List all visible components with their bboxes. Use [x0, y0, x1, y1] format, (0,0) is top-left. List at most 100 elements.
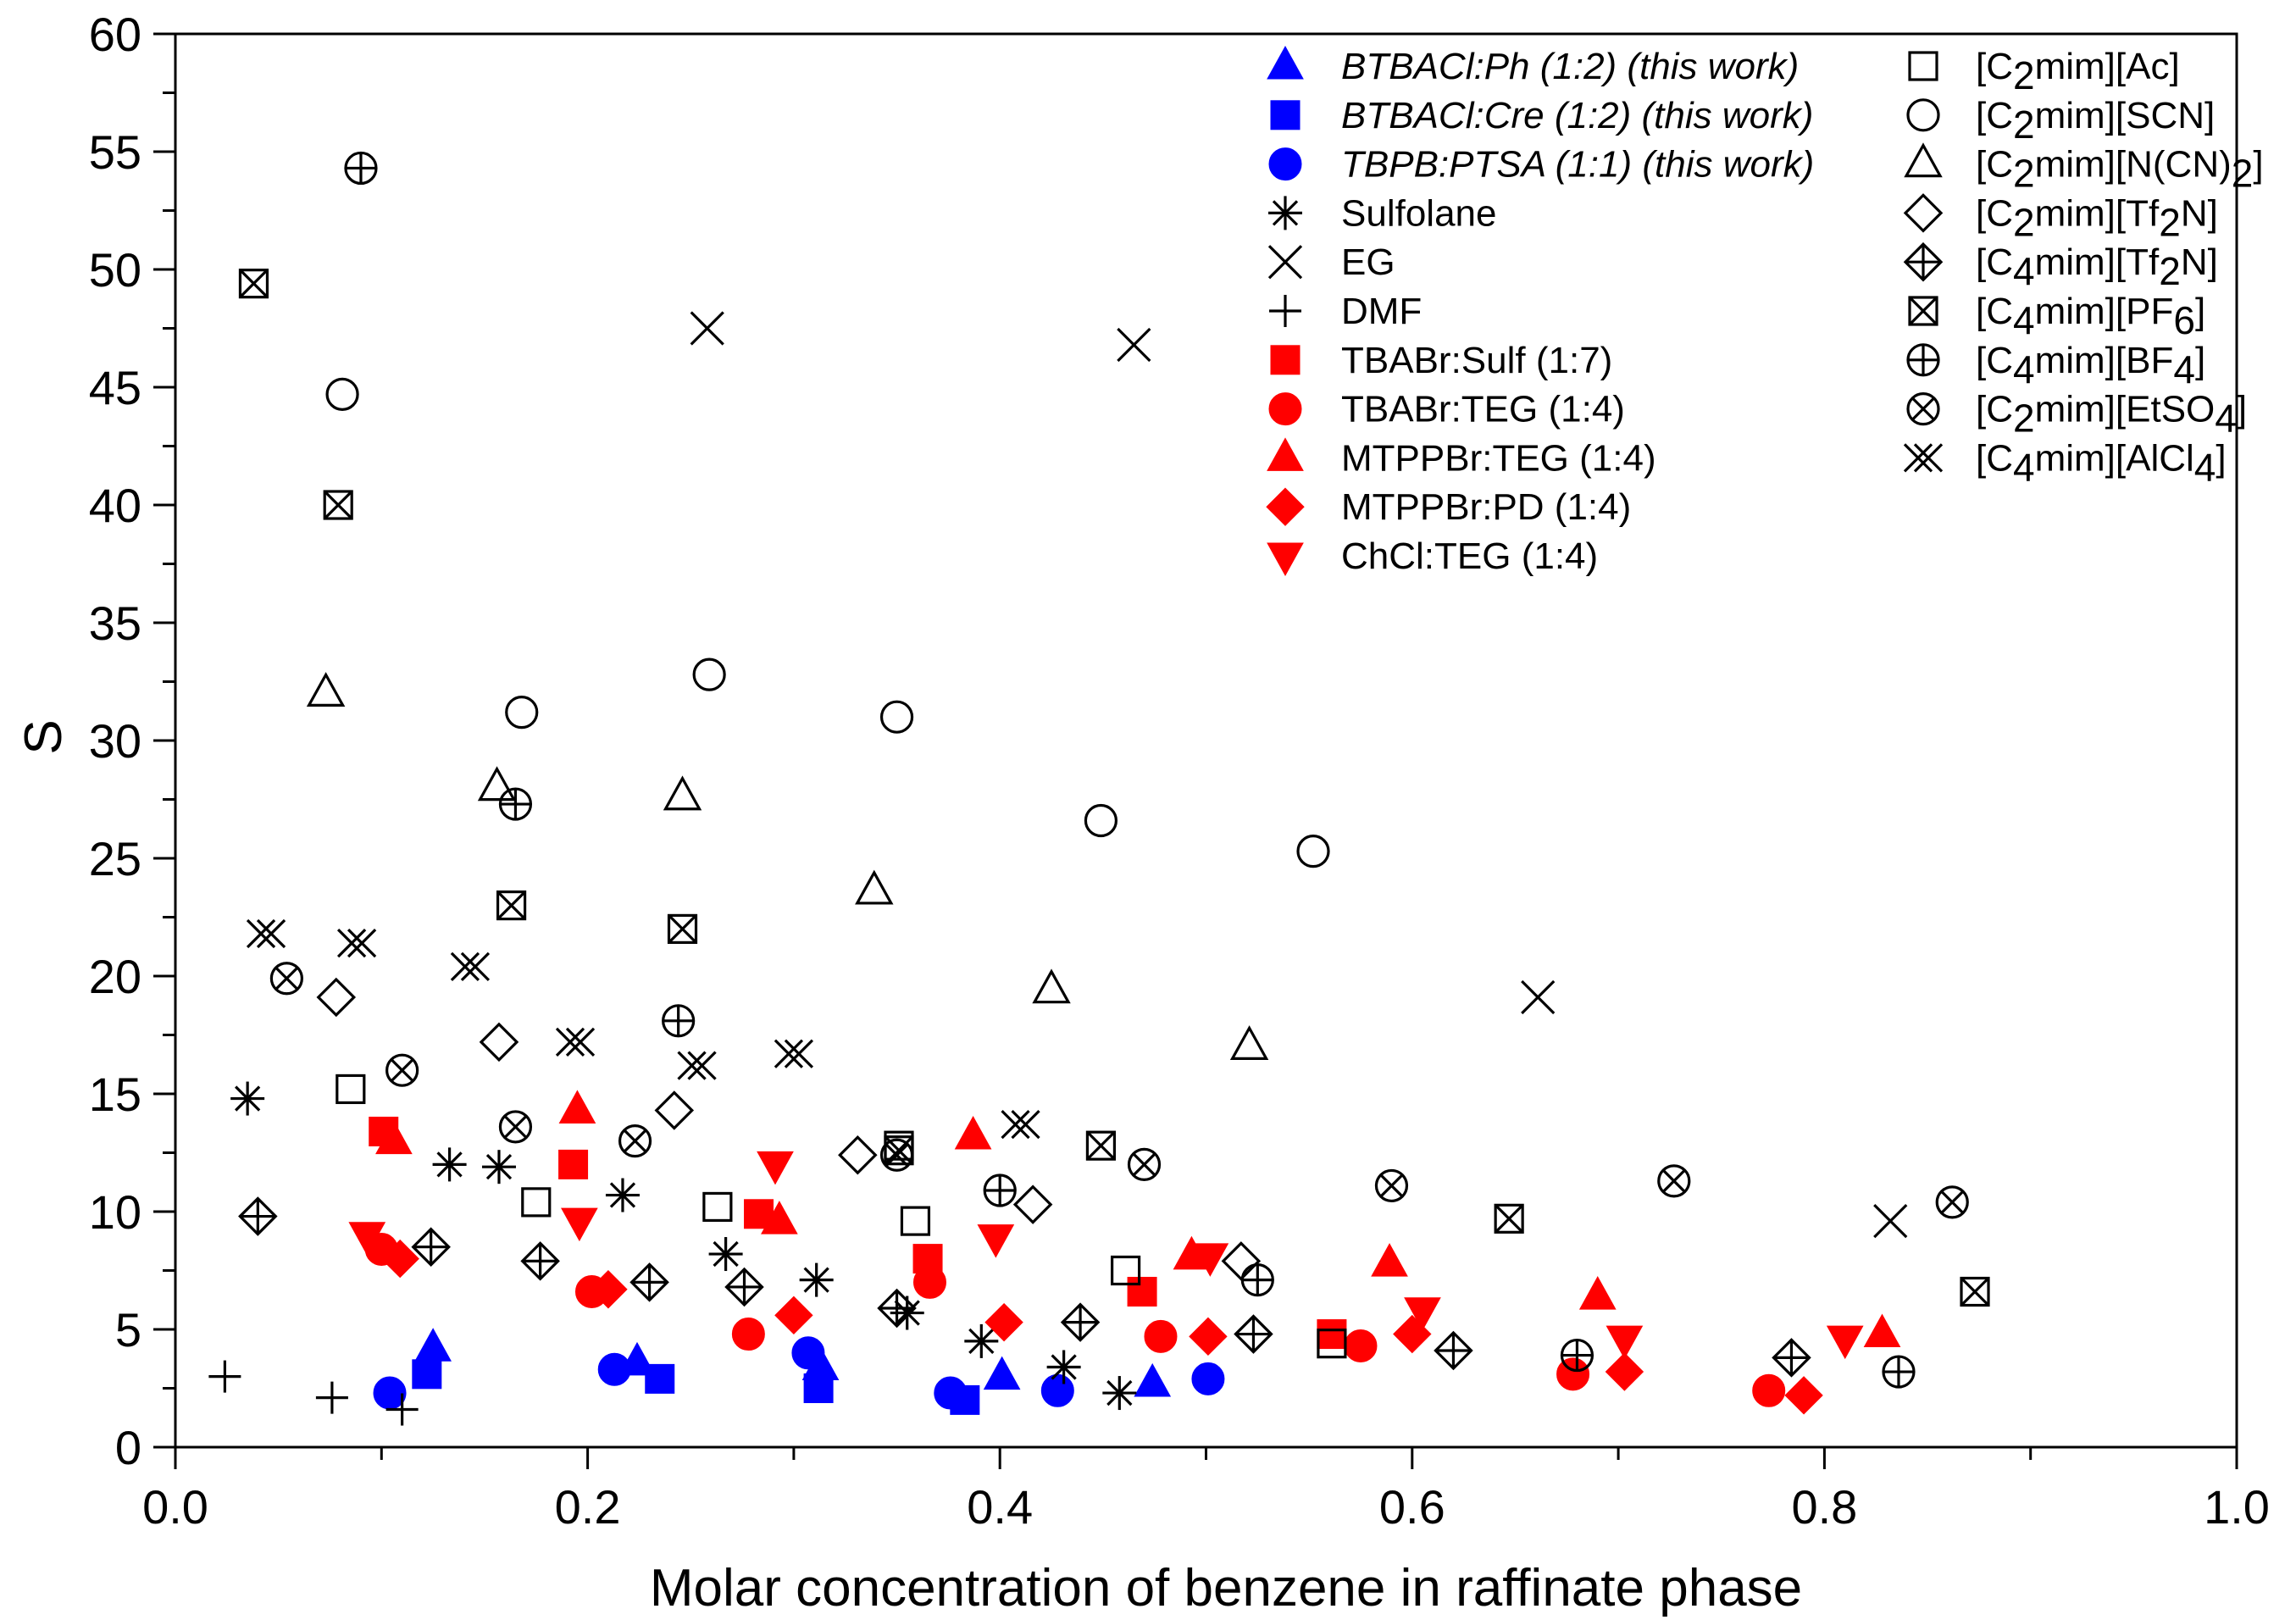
series-10 [348, 1151, 1864, 1360]
data-point [1882, 1355, 1916, 1389]
data-point [954, 1116, 992, 1150]
y-tick-label: 45 [89, 361, 141, 414]
data-point [1046, 1350, 1081, 1384]
data-point [761, 1201, 798, 1234]
data-point [1560, 1338, 1594, 1373]
data-point [977, 1224, 1015, 1258]
data-point [645, 1363, 675, 1394]
data-point [479, 1022, 519, 1062]
data-point [1935, 1185, 1969, 1219]
series-5 [208, 1360, 419, 1426]
y-tick-label: 30 [89, 714, 141, 768]
legend-item: [C2mim][N(CN)2] [1904, 142, 2264, 196]
data-point [1826, 1325, 1864, 1360]
legend-label: [C2mim][SCN] [1976, 95, 2215, 147]
legend-item: [C4mim][BF4] [1906, 340, 2205, 391]
legend-marker [1904, 142, 1943, 178]
legend-marker [1267, 45, 1304, 80]
data-point [344, 151, 378, 186]
legend-label: TBABr:Sulf (1:7) [1341, 340, 1612, 381]
data-point [1234, 1314, 1273, 1354]
data-point [411, 1227, 451, 1267]
legend-marker [1268, 392, 1302, 426]
data-point [1556, 1357, 1590, 1391]
data-point [238, 269, 269, 299]
data-point [1229, 1025, 1269, 1061]
y-tick-label: 35 [89, 596, 141, 650]
data-point [269, 962, 303, 996]
legend-item: TBABr:Sulf (1:7) [1270, 340, 1612, 381]
data-point [1296, 835, 1330, 868]
series-1 [412, 1359, 980, 1415]
axes: 0.0 0.2 0.4 0.6 0.8 1.0 0 5 10 15 20 25 30 35 40 45 50 55… [89, 8, 2270, 1534]
data-point [983, 1173, 1017, 1207]
data-point [1012, 1184, 1053, 1224]
data-point [1060, 1302, 1101, 1342]
legend-marker [1266, 487, 1305, 526]
x-tick-label: 0.8 [1791, 1480, 1857, 1534]
data-point [432, 1147, 467, 1182]
legend-marker [1267, 245, 1303, 280]
data-point [1494, 1203, 1524, 1234]
legend-marker [1906, 392, 1940, 426]
legend-label: MTPPBr:PD (1:4) [1341, 486, 1631, 528]
data-point [1221, 1241, 1262, 1281]
legend-marker [1270, 100, 1301, 130]
legend-label: [C4mim][BF4] [1976, 340, 2205, 391]
data-point [1772, 1338, 1811, 1378]
data-point [983, 1356, 1021, 1390]
series-12 [325, 377, 1330, 868]
data-point [855, 869, 894, 905]
series-11 [336, 1074, 1347, 1359]
legend-item: [C4mim][AlCl4] [1903, 437, 2227, 489]
data-point [1084, 803, 1118, 838]
legend-item: MTPPBr:PD (1:4) [1266, 486, 1631, 528]
y-tick-label: 20 [89, 950, 141, 1003]
data-point [412, 1359, 442, 1390]
series-16 [238, 269, 1990, 1307]
data-point [558, 1090, 596, 1123]
legend-item: [C2mim][EtSO4] [1906, 389, 2247, 440]
legend-label: [C2mim][N(CN)2] [1976, 144, 2264, 196]
x-axis-title: Molar concentration of benzene in raffin… [650, 1559, 1802, 1617]
series-15 [238, 1196, 1811, 1378]
data-point [708, 1237, 743, 1272]
y-tick-label: 5 [115, 1303, 141, 1356]
data-point [879, 1138, 914, 1172]
legend-item: [C2mim][Tf2N] [1903, 192, 2218, 244]
data-point [380, 1239, 419, 1279]
legend-item: [C2mim][SCN] [1906, 95, 2215, 147]
data-point [1657, 1164, 1691, 1198]
legend-item: [C4mim][Tf2N] [1903, 241, 2218, 293]
data-point [1606, 1325, 1644, 1360]
data-point [774, 1295, 813, 1335]
data-point [1371, 1243, 1408, 1277]
data-point [1752, 1373, 1786, 1407]
data-point [589, 1270, 628, 1309]
x-tick-label: 0.6 [1379, 1480, 1445, 1534]
data-point [605, 1178, 640, 1212]
legend-label: MTPPBr:TEG (1:4) [1341, 437, 1656, 479]
legend-item: BTBACl:Cre (1:2) (this work) [1270, 95, 1813, 136]
data-point [1404, 1297, 1441, 1331]
data-point [325, 377, 359, 411]
series-4 [690, 311, 1908, 1239]
legend-label: EG [1341, 241, 1395, 283]
legend-item: MTPPBr:TEG (1:4) [1267, 437, 1656, 479]
data-point [1191, 1362, 1225, 1395]
y-tick-label: 40 [89, 479, 141, 532]
y-axis-title: S [14, 719, 73, 754]
series-2 [373, 1336, 1225, 1410]
data-point [791, 1336, 825, 1370]
y-tick-label: 60 [89, 8, 141, 61]
data-point [477, 766, 517, 802]
data-point [414, 1328, 452, 1362]
legend-label: [C4mim][PF6] [1976, 291, 2205, 342]
legend-item: EG [1267, 241, 1395, 283]
legend-marker [1270, 345, 1301, 375]
data-point [597, 1352, 631, 1386]
data-point [1040, 1373, 1074, 1407]
data-point [1374, 1168, 1409, 1203]
y-tick-label: 50 [89, 243, 141, 297]
